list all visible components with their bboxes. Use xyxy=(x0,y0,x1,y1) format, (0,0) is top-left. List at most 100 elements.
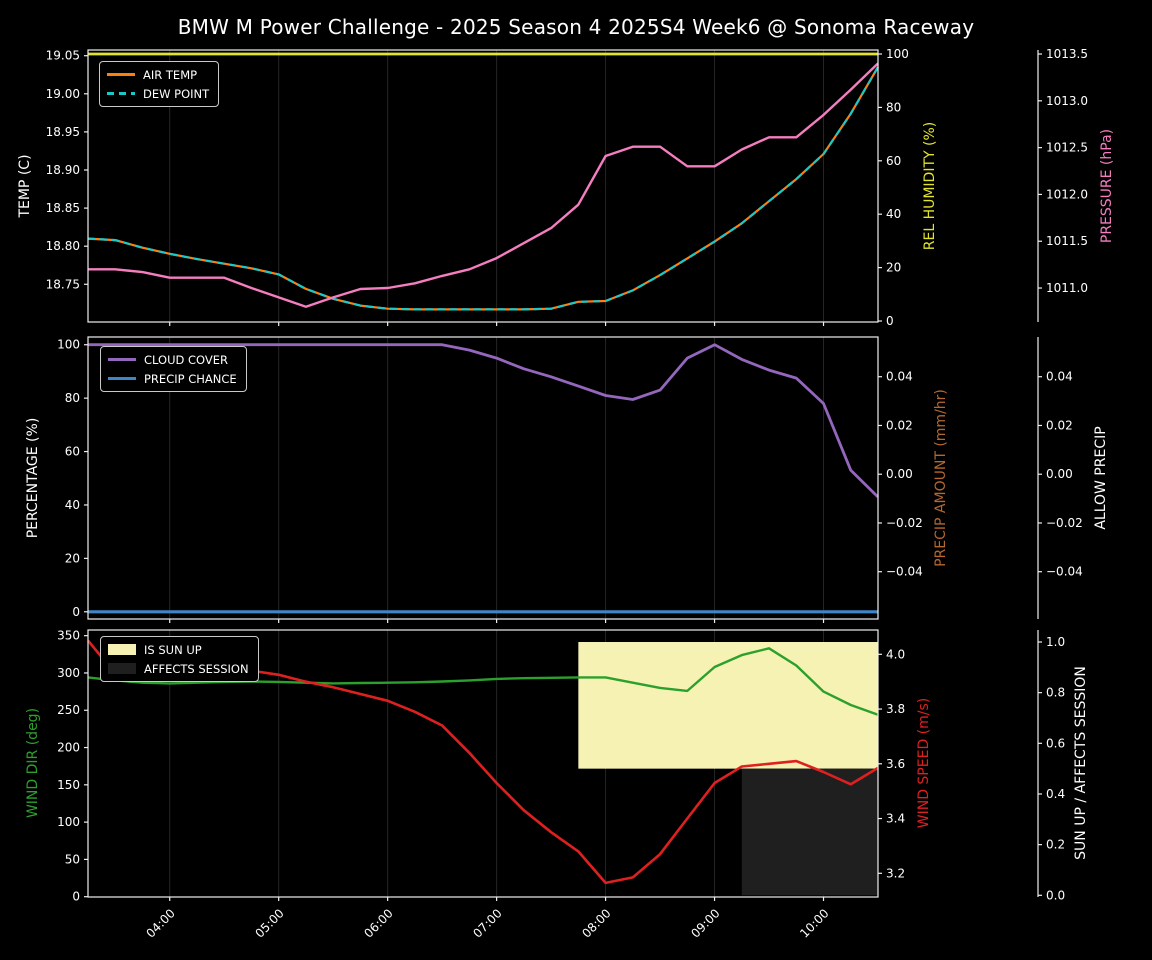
affects-session-band xyxy=(741,768,878,896)
legend-label: AIR TEMP xyxy=(143,67,198,82)
y-tick-label: 0.00 xyxy=(886,467,913,481)
y-tick-label: 250 xyxy=(57,703,80,717)
subplot-temperature: 19.05 19.00 18.95 18.90 18.85 18.80 18.75 100 80… xyxy=(46,47,1088,328)
wind-legend: IS SUN UP AFFECTS SESSION xyxy=(100,636,259,682)
y-tick-label: 60 xyxy=(65,445,80,459)
y-tick-label: 150 xyxy=(57,778,80,792)
is-sun-up-swatch xyxy=(108,644,136,655)
y-tick-label: 60 xyxy=(886,154,901,168)
legend-item-cloud-cover: CLOUD COVER xyxy=(108,352,237,367)
y-tick-label: 19.05 xyxy=(46,49,80,63)
dew-point-line xyxy=(87,66,879,311)
legend-label: IS SUN UP xyxy=(144,642,202,657)
legend-label: DEW POINT xyxy=(143,86,210,101)
y-tick-label: 80 xyxy=(886,100,901,114)
rel-humidity-axis-label: REL HUMIDITY (%) xyxy=(922,121,938,251)
dew-point-swatch xyxy=(107,92,135,95)
pressure-line xyxy=(88,62,879,308)
pressure-axis-label: PRESSURE (hPa) xyxy=(1099,128,1115,244)
sunup-session-axis-label: SUN UP / AFFECTS SESSION xyxy=(1073,666,1089,860)
y-tick-label: 0.04 xyxy=(886,370,913,384)
y-tick-label: 100 xyxy=(886,47,909,61)
y-tick-label: 4.0 xyxy=(886,647,905,661)
y-tick-label: 0.0 xyxy=(1046,888,1065,902)
y-tick-label: −0.04 xyxy=(886,565,923,579)
y-tick-label: 3.8 xyxy=(886,702,905,716)
air-temp-swatch xyxy=(107,73,135,76)
wind-dir-axis-label: WIND DIR (deg) xyxy=(25,707,41,819)
y-tick-label: 0 xyxy=(72,605,80,619)
y-tick-label: 3.2 xyxy=(886,866,905,880)
plot-frame xyxy=(87,336,879,620)
legend-item-is-sun-up: IS SUN UP xyxy=(108,642,249,657)
y-tick-label: 50 xyxy=(65,852,80,866)
y-tick-label: 1012.0 xyxy=(1046,187,1088,201)
y-tick-label: 1012.5 xyxy=(1046,141,1088,155)
cloud-cover-line xyxy=(88,343,879,498)
percentage-axis-label: PERCENTAGE (%) xyxy=(25,417,41,539)
subplot-cloud: 100 80 60 40 20 0 0.04 0.02 0.00 −0.02 −0.04 0.04 0.… xyxy=(57,336,1083,623)
allow-precip-axis-label: ALLOW PRECIP xyxy=(1093,426,1109,530)
y-tick-label: 40 xyxy=(65,498,80,512)
cloud-legend: CLOUD COVER PRECIP CHANCE xyxy=(100,346,247,392)
y-tick-label: −0.02 xyxy=(1046,516,1083,530)
y-tick-label: 3.4 xyxy=(886,812,905,826)
legend-item-air-temp: AIR TEMP xyxy=(107,67,209,82)
x-tick-label: 10:00 xyxy=(797,906,831,940)
y-tick-label: 0.00 xyxy=(1046,467,1073,481)
y-tick-label: 40 xyxy=(886,207,901,221)
cloud-cover-swatch xyxy=(108,358,136,361)
affects-session-swatch xyxy=(108,663,136,674)
y-tick-label: 100 xyxy=(57,815,80,829)
legend-label: AFFECTS SESSION xyxy=(144,661,249,676)
wind-dir-line xyxy=(87,647,879,716)
x-tick-label: 04:00 xyxy=(143,906,177,940)
y-tick-label: 0 xyxy=(72,890,80,904)
y-tick-label: 0.02 xyxy=(886,418,913,432)
x-tick-label: 06:00 xyxy=(361,906,395,940)
wind-speed-axis-label: WIND SPEED (m/s) xyxy=(916,697,932,829)
temp-axis-label: TEMP (C) xyxy=(17,154,33,218)
y-tick-label: 350 xyxy=(57,629,80,643)
y-tick-label: 18.90 xyxy=(46,163,80,177)
temp-legend: AIR TEMP DEW POINT xyxy=(99,61,220,107)
x-tick-label: 05:00 xyxy=(252,906,286,940)
legend-label: CLOUD COVER xyxy=(144,352,229,367)
y-tick-label: 1.0 xyxy=(1046,635,1065,649)
y-tick-label: 100 xyxy=(57,338,80,352)
y-tick-label: 20 xyxy=(886,261,901,275)
legend-item-dew-point: DEW POINT xyxy=(107,86,210,101)
y-tick-label: 0.6 xyxy=(1046,736,1065,750)
y-tick-label: 1013.0 xyxy=(1046,94,1088,108)
x-tick-label: 07:00 xyxy=(470,906,504,940)
y-tick-label: −0.02 xyxy=(886,516,923,530)
y-tick-label: 80 xyxy=(65,391,80,405)
plot-frame xyxy=(87,49,879,323)
y-tick-label: 18.85 xyxy=(46,201,80,215)
y-tick-label: 1011.0 xyxy=(1046,281,1088,295)
x-tick-label: 08:00 xyxy=(579,906,613,940)
y-tick-label: −0.04 xyxy=(1046,565,1083,579)
y-tick-label: 18.75 xyxy=(46,277,80,291)
y-tick-label: 0.2 xyxy=(1046,838,1065,852)
y-tick-label: 0 xyxy=(886,314,894,328)
y-tick-label: 18.95 xyxy=(46,125,80,139)
chart-title: BMW M Power Challenge - 2025 Season 4 20… xyxy=(177,15,975,39)
is-sun-up-band xyxy=(578,642,878,769)
y-tick-label: 20 xyxy=(65,551,80,565)
y-tick-label: 300 xyxy=(57,666,80,680)
y-tick-label: 1011.5 xyxy=(1046,234,1088,248)
precip-chance-swatch xyxy=(108,377,136,380)
y-tick-label: 0.8 xyxy=(1046,686,1065,700)
legend-label: PRECIP CHANCE xyxy=(144,371,237,386)
y-tick-label: 19.00 xyxy=(46,87,80,101)
y-tick-label: 200 xyxy=(57,741,80,755)
legend-item-precip-chance: PRECIP CHANCE xyxy=(108,371,237,386)
y-tick-label: 0.02 xyxy=(1046,418,1073,432)
x-tick-label: 09:00 xyxy=(688,906,722,940)
y-tick-label: 0.04 xyxy=(1046,370,1073,384)
precip-amount-axis-label: PRECIP AMOUNT (mm/hr) xyxy=(933,389,949,567)
y-tick-label: 3.6 xyxy=(886,757,905,771)
